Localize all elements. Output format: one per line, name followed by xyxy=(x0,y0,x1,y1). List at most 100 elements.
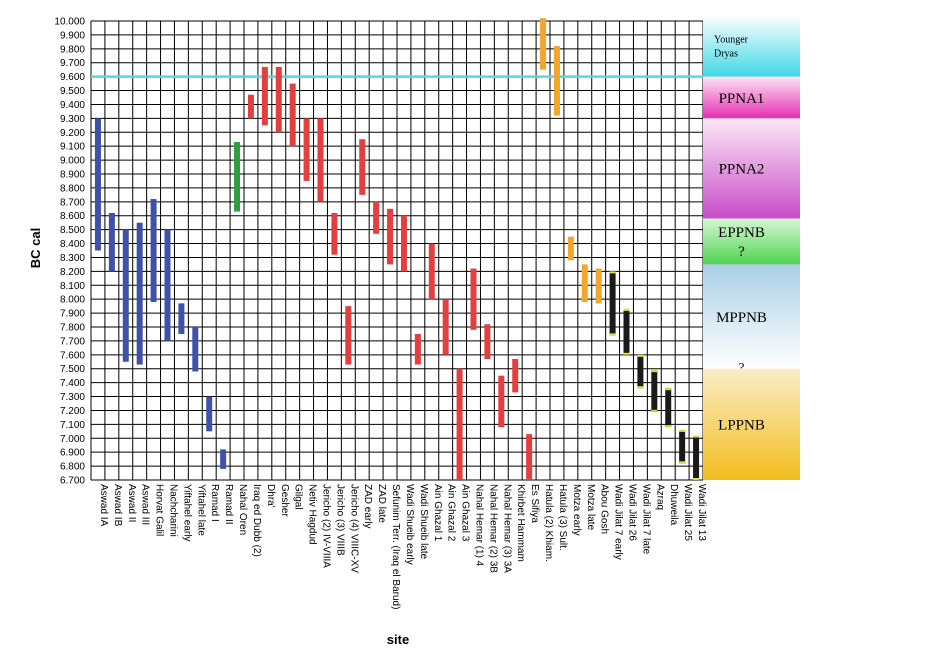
y-tick-label: 9.500 xyxy=(60,86,85,97)
range-bar xyxy=(456,368,463,480)
x-category-label: Motza late xyxy=(585,484,596,531)
range-bar xyxy=(220,449,227,469)
range-bar xyxy=(567,236,574,261)
x-category-label: Horvat Galil xyxy=(154,484,165,536)
range-bar xyxy=(651,370,658,412)
x-category-label: Gesher xyxy=(279,484,290,517)
x-category-label: Motza early xyxy=(571,484,582,536)
range-bar xyxy=(540,18,547,70)
range-bar xyxy=(470,268,477,330)
x-category-label: Jericho (4) VIIIC-XV xyxy=(348,484,359,573)
x-category-label: Aswad II xyxy=(126,484,137,522)
range-bar xyxy=(637,354,644,389)
range-bar xyxy=(526,434,533,480)
period-band xyxy=(703,15,800,77)
period-label: LPPNB xyxy=(718,418,765,434)
x-category-label: Azraq xyxy=(654,484,665,510)
range-bar xyxy=(512,358,519,393)
range-bar xyxy=(345,306,352,365)
y-tick-label: 8.500 xyxy=(60,225,85,236)
x-category-label: Es Sifiya xyxy=(529,484,540,523)
period-band xyxy=(703,218,800,265)
x-category-label: Gilgal xyxy=(293,484,304,510)
range-bar xyxy=(442,299,449,355)
y-tick-label: 8.000 xyxy=(60,295,85,306)
x-axis-title: site xyxy=(387,632,409,647)
range-bar xyxy=(247,94,254,119)
range-bar xyxy=(261,66,268,126)
range-bar xyxy=(331,212,338,255)
x-category-label: Aswad IA xyxy=(98,484,109,527)
grid xyxy=(90,20,704,481)
x-category-label: Jericho (3) VIIIB xyxy=(334,484,345,556)
y-tick-label: 7.900 xyxy=(60,309,85,320)
range-bar xyxy=(373,201,380,234)
range-bar xyxy=(317,118,324,202)
y-tick-label: 9.600 xyxy=(60,72,85,83)
y-axis-title: BC cal xyxy=(28,228,43,268)
x-category-label: Nahal Hemar (3) 3A xyxy=(501,484,512,573)
x-category-label: ZAD late xyxy=(376,484,387,523)
period-band xyxy=(703,264,800,369)
range-bar xyxy=(234,142,241,212)
period-label: MPPNB xyxy=(716,310,767,326)
range-bar xyxy=(94,118,101,251)
range-bar xyxy=(275,66,282,133)
y-tick-label: 9.400 xyxy=(60,100,85,111)
range-bar xyxy=(484,324,491,359)
y-tick-label: 7.800 xyxy=(60,323,85,334)
range-bar xyxy=(122,229,129,362)
range-bar xyxy=(693,435,700,480)
x-category-label: Wadi Shueib late xyxy=(418,484,429,560)
x-category-label: Wadi Jilat 25 xyxy=(682,484,693,541)
x-category-label: Hatula (3) Sult. xyxy=(557,484,568,551)
y-tick-label: 9.300 xyxy=(60,114,85,125)
y-tick-label: 8.900 xyxy=(60,170,85,181)
y-tick-label: 8.400 xyxy=(60,239,85,250)
x-category-label: Wadi Jilat 13 xyxy=(696,484,707,541)
period-label: PPNA1 xyxy=(719,91,765,107)
y-tick-label: 6.900 xyxy=(60,448,85,459)
x-axis: Aswad IA Aswad IB Aswad II Aswad III Horvat … xyxy=(98,484,707,609)
x-category-label: Wadi Jilat 7 early xyxy=(613,484,624,560)
period-label: Dryas xyxy=(714,48,738,59)
range-bars xyxy=(94,18,700,480)
period-panel: Younger Dryas PPNA1 PPNA2 EPPNB? MPPNB? LPPNB xyxy=(703,15,800,480)
range-bar xyxy=(359,139,366,195)
y-tick-label: 6.800 xyxy=(60,462,85,473)
x-category-label: Khirbet Hammam xyxy=(515,484,526,562)
range-bar xyxy=(428,243,435,300)
x-category-label: Hatula (2) Khiam. xyxy=(543,484,554,562)
range-bar xyxy=(498,375,505,428)
y-tick-label: 8.600 xyxy=(60,211,85,222)
y-tick-label: 8.700 xyxy=(60,197,85,208)
x-category-label: Wadi Jilat 26 xyxy=(627,484,638,541)
range-bar xyxy=(164,229,171,341)
period-band xyxy=(703,76,800,119)
y-tick-label: 6.700 xyxy=(60,476,85,487)
y-tick-label: 7.400 xyxy=(60,378,85,389)
y-tick-label: 7.100 xyxy=(60,420,85,431)
x-category-label: Netiv Hagdud xyxy=(307,484,318,545)
x-category-label: Dhra' xyxy=(265,484,276,508)
range-bar xyxy=(553,46,560,116)
range-bar xyxy=(581,264,588,302)
x-category-label: Ramad I xyxy=(209,484,220,522)
period-label: EPPNB xyxy=(718,225,765,241)
x-category-label: Ain Ghazal 3 xyxy=(460,484,471,542)
range-bar xyxy=(178,303,185,334)
y-tick-label: 9.200 xyxy=(60,128,85,139)
range-bar xyxy=(400,215,407,272)
x-category-label: Nahal Oren xyxy=(237,484,248,535)
y-axis: 10.000 9.900 9.800 9.700 9.600 9.500 9.400 9.30… xyxy=(54,17,85,487)
y-tick-label: 8.200 xyxy=(60,267,85,278)
x-category-label: Aswad IB xyxy=(112,484,123,527)
x-category-label: Aswad III xyxy=(140,484,151,525)
x-category-label: Ramad II xyxy=(223,484,234,525)
range-bar xyxy=(665,388,672,428)
y-tick-label: 7.600 xyxy=(60,350,85,361)
period-band xyxy=(703,118,800,219)
x-category-label: Iraq ed Dubb (2) xyxy=(251,484,262,557)
y-tick-label: 7.300 xyxy=(60,392,85,403)
